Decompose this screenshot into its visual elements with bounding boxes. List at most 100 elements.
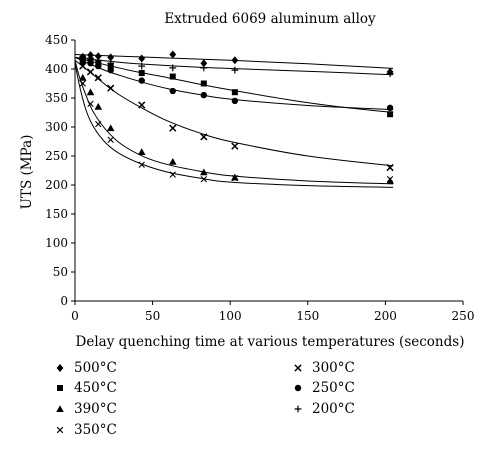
marker-shape xyxy=(86,88,95,96)
marker-shape xyxy=(78,73,87,81)
marker-shape xyxy=(138,54,146,63)
data-point-390c xyxy=(94,102,103,110)
marker-shape xyxy=(56,364,64,372)
data-point-250c xyxy=(107,66,114,74)
legend-item: 250°C xyxy=(294,380,355,396)
marker-shape xyxy=(200,168,208,176)
y-tick-label: 350 xyxy=(45,91,68,105)
legend-marker xyxy=(56,405,64,412)
marker-shape xyxy=(138,101,146,109)
legend-item: 350°C xyxy=(56,422,117,438)
y-tick-label: 450 xyxy=(45,33,68,47)
data-point-390c xyxy=(200,168,208,176)
x-tick-label: 100 xyxy=(219,309,242,323)
data-point-350c xyxy=(95,120,102,128)
data-point-350c xyxy=(386,176,394,183)
series-350c xyxy=(74,63,394,188)
data-point-500c xyxy=(200,59,208,68)
series-250c xyxy=(74,56,394,112)
data-point-450c xyxy=(387,111,394,118)
data-point-350c xyxy=(169,171,176,178)
marker-shape xyxy=(138,70,145,77)
legend-marker xyxy=(57,385,63,391)
x-tick-label: 150 xyxy=(296,309,319,323)
y-tick-label: 100 xyxy=(45,236,68,250)
marker-shape xyxy=(169,73,176,80)
data-point-390c xyxy=(168,158,177,165)
y-tick-label: 150 xyxy=(45,207,68,221)
trend-line-500c xyxy=(74,54,394,69)
data-point-390c xyxy=(106,124,115,132)
legend-marker xyxy=(56,426,64,434)
marker-shape xyxy=(87,60,94,67)
data-point-300c xyxy=(138,101,146,109)
data-point-450c xyxy=(200,80,207,87)
trend-line-300c xyxy=(74,59,394,167)
data-point-390c xyxy=(78,73,87,81)
marker-shape xyxy=(200,133,208,141)
data-point-390c xyxy=(86,88,95,96)
marker-shape xyxy=(94,52,102,61)
data-point-450c xyxy=(231,89,238,96)
data-point-350c xyxy=(231,174,239,182)
data-point-250c xyxy=(138,77,145,84)
marker-shape xyxy=(200,176,208,183)
data-point-250c xyxy=(231,97,239,105)
data-point-500c xyxy=(231,56,239,65)
x-tick-label: 50 xyxy=(145,309,160,323)
legend-marker xyxy=(294,405,302,413)
marker-shape xyxy=(168,158,177,165)
data-point-350c xyxy=(138,161,145,168)
marker-shape xyxy=(231,89,238,96)
marker-shape xyxy=(94,74,102,82)
x-tick-label: 200 xyxy=(374,309,397,323)
data-point-250c xyxy=(95,62,102,70)
marker-shape xyxy=(79,55,86,62)
legend: 500°C 450°C 390°C 350°C 300°C 250°C 200°C xyxy=(56,360,355,438)
series-500c xyxy=(74,50,394,76)
marker-shape xyxy=(138,77,145,84)
data-point-450c xyxy=(169,73,176,80)
data-point-300c xyxy=(94,74,102,82)
data-point-450c xyxy=(138,70,145,77)
y-tick-label: 250 xyxy=(45,149,68,163)
chart-title: Extruded 6069 aluminum alloy xyxy=(164,11,376,27)
x-axis-title: Delay quenching time at various temperat… xyxy=(76,334,465,350)
data-point-200c xyxy=(200,64,208,72)
marker-shape xyxy=(231,173,239,181)
marker-shape xyxy=(386,177,394,184)
data-point-390c xyxy=(137,148,146,155)
marker-shape xyxy=(107,136,114,143)
legend-label: 300°C xyxy=(312,360,355,376)
marker-shape xyxy=(200,59,208,68)
marker-shape xyxy=(138,62,146,70)
data-point-300c xyxy=(79,62,87,70)
y-tick-label: 0 xyxy=(60,294,68,308)
marker-shape xyxy=(87,51,94,60)
marker-shape xyxy=(200,91,208,99)
series-300c xyxy=(74,59,394,172)
data-point-250c xyxy=(87,60,94,67)
marker-shape xyxy=(169,87,176,95)
y-tick-label: 200 xyxy=(45,178,68,192)
marker-shape xyxy=(294,364,302,372)
marker-shape xyxy=(200,80,207,87)
data-point-500c xyxy=(138,54,146,63)
data-point-390c xyxy=(231,173,239,181)
marker-shape xyxy=(94,102,103,110)
data-point-300c xyxy=(169,124,177,132)
marker-shape xyxy=(107,84,115,92)
marker-shape xyxy=(106,124,115,132)
data-point-450c xyxy=(79,55,86,62)
legend-marker xyxy=(294,384,302,392)
marker-shape xyxy=(86,68,95,76)
marker-shape xyxy=(56,405,64,412)
data-point-500c xyxy=(94,52,102,61)
legend-item: 390°C xyxy=(56,401,117,417)
marker-shape xyxy=(87,100,94,107)
x-tick-label: 250 xyxy=(452,309,475,323)
marker-shape xyxy=(95,62,102,70)
data-point-200c xyxy=(386,70,394,78)
marker-shape xyxy=(95,120,102,128)
series-390c xyxy=(74,60,394,185)
